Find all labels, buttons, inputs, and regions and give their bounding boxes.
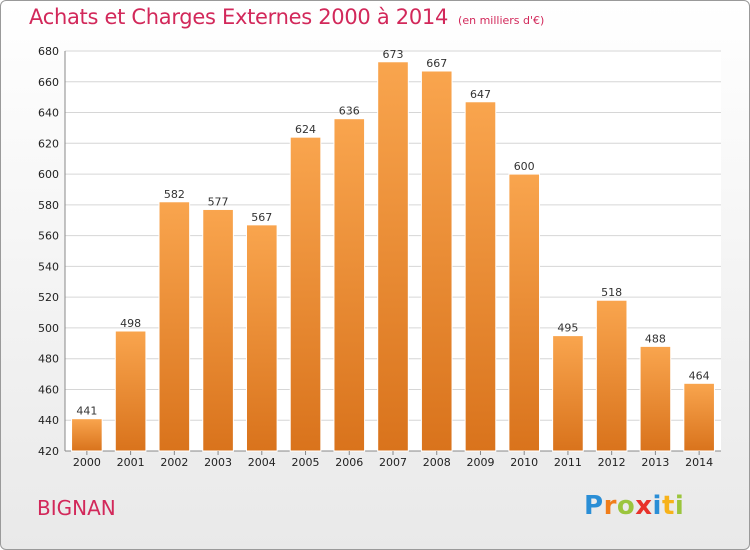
commune-name: BIGNAN [37,496,116,520]
bar-value-label: 495 [557,322,578,335]
logo-letter: t [661,491,675,521]
x-tick-label: 2011 [554,456,582,469]
x-tick-label: 2012 [598,456,626,469]
bar-value-label: 624 [295,123,316,136]
y-tick-label: 520 [38,291,59,304]
x-tick-label: 2014 [685,456,713,469]
bar-value-label: 488 [645,332,666,345]
bar [202,208,234,452]
x-tick-label: 2009 [466,456,494,469]
bar [508,173,541,452]
chart-title: Achats et Charges Externes 2000 à 2014 (e… [29,5,544,29]
bar [595,299,628,452]
bar [420,70,453,452]
bar [639,345,672,452]
bar-value-label: 441 [76,405,97,418]
y-tick-label: 500 [38,322,59,335]
x-tick-label: 2005 [292,456,320,469]
bar [377,61,409,452]
x-tick-label: 2003 [204,456,232,469]
logo-letter: x [635,491,653,521]
x-tick-label: 2000 [73,456,101,469]
logo-letter: i [674,491,685,521]
bar-value-label: 600 [514,160,535,173]
x-tick-label: 2007 [379,456,407,469]
y-tick-label: 580 [38,199,59,212]
bar [464,101,497,452]
proxiti-logo: Proxiti [584,491,684,521]
bar-value-label: 673 [383,48,404,61]
bar-value-label: 647 [470,88,491,101]
bar-value-label: 567 [251,211,272,224]
chart-title-text: Achats et Charges Externes 2000 à 2014 [29,5,449,29]
y-tick-label: 600 [38,168,59,181]
bar [158,201,191,452]
bar-value-label: 577 [208,195,229,208]
y-tick-label: 660 [38,76,59,89]
bar-value-label: 518 [601,286,622,299]
bar-value-label: 667 [426,57,447,70]
x-tick-label: 2010 [510,456,538,469]
y-tick-label: 680 [38,45,59,58]
y-tick-label: 640 [38,107,59,120]
bar-value-label: 464 [689,369,710,382]
y-tick-label: 620 [38,137,59,150]
x-tick-label: 2002 [160,456,188,469]
chart-subtitle: (en milliers d'€) [458,14,545,27]
bar-value-label: 582 [164,188,185,201]
y-tick-label: 440 [38,414,59,427]
x-tick-label: 2013 [641,456,669,469]
bar [114,330,147,452]
bar [245,224,278,452]
x-tick-label: 2008 [423,456,451,469]
bar-value-label: 498 [120,317,141,330]
logo-letter: i [652,491,662,521]
bar [71,418,103,452]
x-tick-label: 2006 [335,456,363,469]
logo-letter: o [616,491,636,521]
bar [552,335,584,452]
y-tick-label: 560 [38,230,59,243]
bar [683,382,715,452]
x-tick-label: 2004 [248,456,276,469]
logo-letter: r [603,491,617,521]
logo-letter: P [584,491,604,521]
bar [289,136,322,452]
bar [333,118,366,452]
y-tick-label: 480 [38,353,59,366]
y-tick-label: 420 [38,445,59,458]
y-tick-label: 540 [38,260,59,273]
bar-value-label: 636 [339,105,360,118]
x-tick-label: 2001 [117,456,145,469]
y-tick-label: 460 [38,383,59,396]
